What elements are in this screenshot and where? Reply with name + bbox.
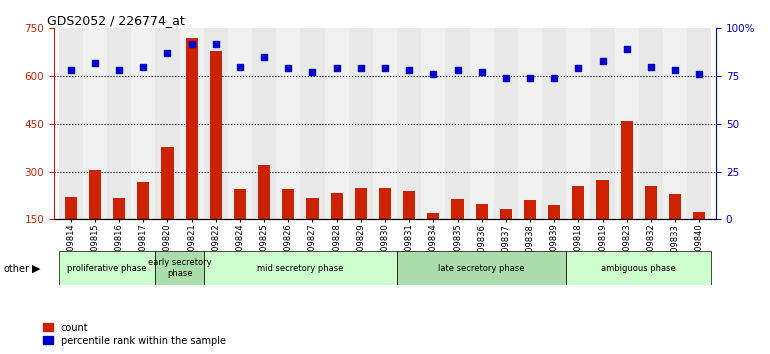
Bar [427,213,440,267]
Legend: count, percentile rank within the sample: count, percentile rank within the sample [43,323,226,346]
Point [669,68,681,73]
Bar [644,186,657,267]
Bar [470,28,494,219]
Bar [403,191,415,267]
Bar [162,147,173,267]
Text: ambiguous phase: ambiguous phase [601,264,676,273]
Point [476,69,488,75]
Bar [451,199,464,267]
Point [379,65,391,71]
Bar [397,28,421,219]
Bar [179,28,204,219]
Bar [524,200,536,267]
Point [162,50,174,56]
Bar [325,28,349,219]
Bar [373,28,397,219]
Point [113,68,126,73]
Bar [397,251,566,285]
Point [572,65,584,71]
Bar [209,51,222,267]
Bar [83,28,107,219]
Point [306,69,319,75]
Point [427,72,440,77]
Bar [591,28,614,219]
Bar [693,211,705,267]
Point [330,65,343,71]
Bar [156,251,204,285]
Bar [687,28,711,219]
Bar [306,198,319,267]
Bar [663,28,687,219]
Point [596,58,608,64]
Bar [500,209,512,267]
Bar [65,197,77,267]
Bar [59,251,156,285]
Bar [548,205,561,267]
Text: other: other [4,264,30,274]
Text: early secretory
phase: early secretory phase [148,258,212,278]
Bar [234,189,246,267]
Bar [614,28,639,219]
Point [644,64,657,69]
Bar [476,204,487,267]
Point [524,75,536,81]
Text: proliferative phase: proliferative phase [67,264,147,273]
Bar [379,188,391,267]
Point [65,68,77,73]
Bar [59,28,83,219]
Bar [300,28,325,219]
Point [234,64,246,69]
Bar [355,188,367,267]
Bar [252,28,276,219]
Bar [131,28,156,219]
Point [451,68,464,73]
Bar [621,121,633,267]
Bar [566,28,591,219]
Bar [228,28,252,219]
Point [137,64,149,69]
Point [186,41,198,46]
Point [209,41,222,46]
Bar [204,251,397,285]
Bar [107,28,131,219]
Text: GDS2052 / 226774_at: GDS2052 / 226774_at [47,14,185,27]
Point [282,65,294,71]
Bar [349,28,373,219]
Bar [204,28,228,219]
Bar [494,28,518,219]
Bar [421,28,445,219]
Bar [156,28,179,219]
Text: late secretory phase: late secretory phase [438,264,525,273]
Text: ▶: ▶ [32,264,41,274]
Bar [330,193,343,267]
Point [621,46,633,52]
Point [258,54,270,60]
Bar [518,28,542,219]
Bar [258,165,270,267]
Point [403,68,415,73]
Bar [639,28,663,219]
Point [355,65,367,71]
Bar [445,28,470,219]
Bar [186,38,198,267]
Bar [572,186,584,267]
Bar [276,28,300,219]
Text: mid secretory phase: mid secretory phase [257,264,343,273]
Point [693,72,705,77]
Bar [113,198,126,267]
Point [548,75,561,81]
Point [500,75,512,81]
Bar [542,28,566,219]
Bar [669,194,681,267]
Bar [283,189,294,267]
Bar [566,251,711,285]
Bar [137,182,149,267]
Point [89,60,101,65]
Bar [89,170,101,267]
Bar [597,179,608,267]
